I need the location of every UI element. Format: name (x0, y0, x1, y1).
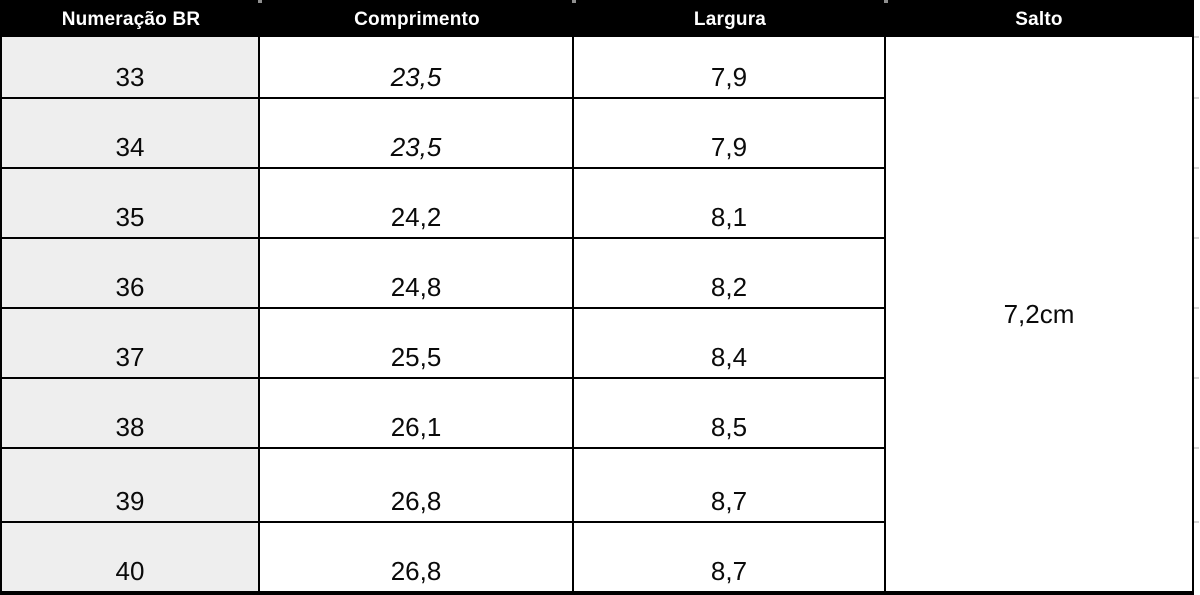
comprimento-cell: 24,8 (260, 239, 574, 309)
size-cell: 36 (2, 239, 260, 309)
size-cell: 39 (2, 449, 260, 523)
largura-cell: 8,7 (574, 449, 886, 523)
largura-cell: 7,9 (574, 99, 886, 169)
size-cell: 34 (2, 99, 260, 169)
column-notch-artifact (884, 0, 888, 3)
row-line-artifact (1194, 307, 1199, 309)
header-comprimento: Comprimento (260, 2, 574, 37)
row-line-artifact (1194, 377, 1199, 379)
row-line-artifact (1194, 237, 1199, 239)
largura-cell: 8,2 (574, 239, 886, 309)
largura-cell: 8,4 (574, 309, 886, 379)
column-notch-artifact (258, 0, 262, 3)
header-largura: Largura (574, 2, 886, 37)
size-cell: 40 (2, 523, 260, 591)
largura-cell: 7,9 (574, 37, 886, 99)
row-line-artifact (1194, 447, 1199, 449)
comprimento-cell: 23,5 (260, 99, 574, 169)
header-numeracao-br: Numeração BR (2, 2, 260, 37)
row-line-artifact (1194, 521, 1199, 523)
size-cell: 33 (2, 37, 260, 99)
size-cell: 37 (2, 309, 260, 379)
column-notch-artifact (572, 0, 576, 3)
comprimento-cell: 25,5 (260, 309, 574, 379)
comprimento-cell: 23,5 (260, 37, 574, 99)
salto-merged-cell: 7,2cm (886, 37, 1192, 591)
comprimento-cell: 26,8 (260, 523, 574, 591)
right-gutter (1194, 0, 1200, 595)
row-line-artifact (1194, 97, 1199, 99)
comprimento-cell: 26,8 (260, 449, 574, 523)
size-cell: 35 (2, 169, 260, 239)
header-salto: Salto (886, 2, 1192, 37)
comprimento-cell: 24,2 (260, 169, 574, 239)
comprimento-cell: 26,1 (260, 379, 574, 449)
largura-cell: 8,7 (574, 523, 886, 591)
row-line-artifact (1194, 167, 1199, 169)
row-line-artifact (1194, 36, 1199, 38)
size-cell: 38 (2, 379, 260, 449)
largura-cell: 8,5 (574, 379, 886, 449)
largura-cell: 8,1 (574, 169, 886, 239)
